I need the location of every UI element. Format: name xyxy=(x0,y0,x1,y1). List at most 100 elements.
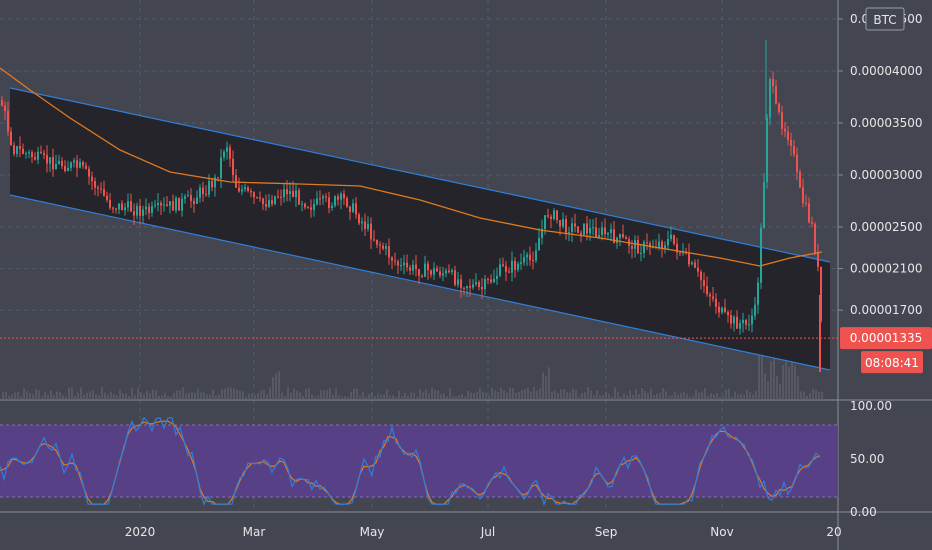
volume-bar xyxy=(575,389,577,400)
volume-bar xyxy=(716,393,718,400)
volume-bar xyxy=(578,396,580,400)
candle-body xyxy=(793,146,795,155)
candle-body xyxy=(481,287,483,290)
volume-bar xyxy=(611,396,613,400)
candle-body xyxy=(127,201,129,208)
volume-bar xyxy=(107,394,109,400)
volume-bar xyxy=(200,392,202,400)
volume-bar xyxy=(80,387,82,400)
candle-body xyxy=(352,203,354,212)
candle-body xyxy=(343,193,345,199)
volume-bar xyxy=(89,391,91,400)
volume-bar xyxy=(596,390,598,400)
candle-body xyxy=(34,157,36,160)
candle-body xyxy=(25,153,27,155)
volume-bar xyxy=(428,393,430,400)
volume-bar xyxy=(521,389,523,400)
volume-bar xyxy=(467,390,469,400)
volume-bar xyxy=(689,396,691,400)
candle-body xyxy=(403,262,405,266)
candle-body xyxy=(346,198,348,207)
volume-bar xyxy=(371,392,373,400)
candle-body xyxy=(559,220,561,227)
candle-body xyxy=(478,282,480,288)
candle-body xyxy=(205,194,207,196)
volume-bar xyxy=(815,389,817,400)
volume-bar xyxy=(167,396,169,400)
candle-body xyxy=(313,204,315,210)
volume-bar xyxy=(38,390,40,400)
volume-bar xyxy=(353,388,355,400)
volume-bar xyxy=(257,393,259,400)
price-tick-label: 0.00003500 xyxy=(850,116,923,130)
candle-body xyxy=(568,232,570,234)
oscillator-tick-label: 0.00 xyxy=(850,505,877,519)
candle-body xyxy=(16,146,18,154)
volume-bar xyxy=(530,391,532,400)
volume-bar xyxy=(68,387,70,400)
candle-body xyxy=(460,279,462,288)
candle-body xyxy=(475,282,477,285)
candle-body xyxy=(334,196,336,206)
volume-bar xyxy=(653,395,655,400)
volume-bar xyxy=(452,396,454,400)
candle-body xyxy=(103,189,105,196)
volume-bar xyxy=(812,388,814,400)
volume-bar xyxy=(32,394,34,400)
volume-bar xyxy=(791,361,793,400)
volume-bar xyxy=(287,387,289,400)
candle-body xyxy=(766,117,768,183)
volume-bar xyxy=(11,394,13,400)
volume-bar xyxy=(785,361,787,400)
candle-body xyxy=(463,287,465,289)
volume-bar xyxy=(347,396,349,400)
volume-bar xyxy=(113,393,115,400)
candle-body xyxy=(421,275,423,277)
volume-bar xyxy=(662,388,664,400)
candle-body xyxy=(361,221,363,224)
oscillator-line-fast xyxy=(0,416,821,507)
candle-body xyxy=(436,268,438,272)
volume-bar xyxy=(566,391,568,400)
volume-bar xyxy=(314,396,316,400)
candle-body xyxy=(112,207,114,209)
volume-bar xyxy=(317,395,319,400)
candle-body xyxy=(10,131,12,146)
volume-bar xyxy=(29,392,31,400)
volume-bar xyxy=(563,389,565,400)
candle-body xyxy=(469,286,471,288)
volume-bar xyxy=(140,392,142,400)
candle-body xyxy=(1,100,3,106)
volume-bar xyxy=(734,391,736,400)
volume-bar xyxy=(155,390,157,400)
volume-bar xyxy=(179,390,181,400)
candle-body xyxy=(784,128,786,132)
volume-bar xyxy=(53,395,55,400)
volume-bar xyxy=(737,394,739,400)
volume-bar xyxy=(269,387,271,400)
volume-bar xyxy=(125,393,127,400)
countdown-badge xyxy=(861,351,923,374)
candle-body xyxy=(442,273,444,276)
volume-bar xyxy=(104,392,106,400)
descending-channel[interactable] xyxy=(9,87,831,371)
candle-body xyxy=(253,192,255,198)
volume-bar xyxy=(248,393,250,400)
candle-body xyxy=(85,165,87,169)
candle-body xyxy=(511,260,513,273)
moving-average-line xyxy=(0,67,823,267)
candle-body xyxy=(379,244,381,246)
candle-body xyxy=(499,264,501,276)
volume-bar xyxy=(761,352,763,400)
candle-body xyxy=(67,167,69,172)
volume-bar xyxy=(281,392,283,400)
candle-body xyxy=(772,79,774,87)
volume-bar xyxy=(509,387,511,400)
volume-bar xyxy=(764,373,766,400)
candle-body xyxy=(319,198,321,200)
price-candles xyxy=(1,40,822,372)
volume-bar xyxy=(212,389,214,400)
volume-bar xyxy=(491,388,493,400)
candle-body xyxy=(697,267,699,272)
